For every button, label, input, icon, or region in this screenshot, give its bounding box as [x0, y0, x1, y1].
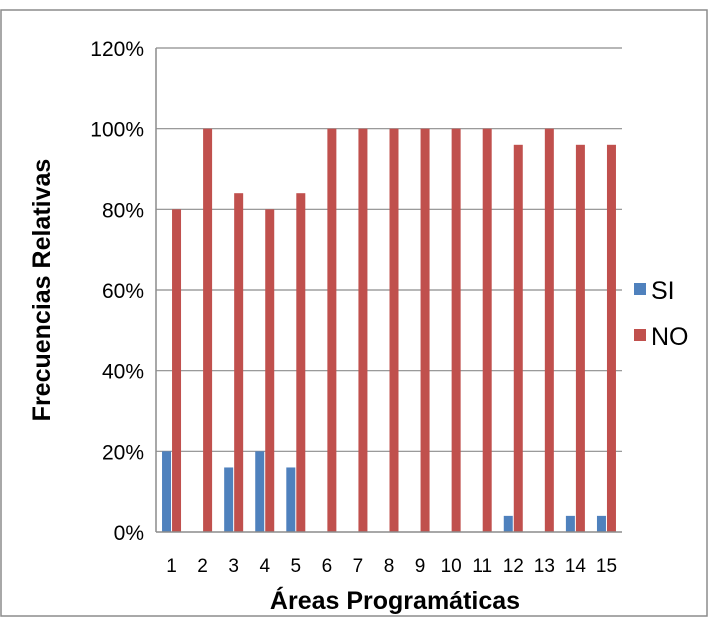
x-tick-label: 12: [503, 556, 524, 577]
x-tick-label: 13: [534, 556, 555, 577]
legend-swatch-no: [634, 329, 646, 341]
y-tick-label: 0%: [114, 522, 144, 545]
bar-si-12: [503, 515, 513, 532]
legend-label-si: SI: [651, 277, 675, 305]
bar-no-7: [358, 128, 368, 532]
y-tick-label: 80%: [102, 199, 144, 222]
bar-si-14: [565, 515, 575, 532]
y-axis-label: Frecuencias Relativas: [28, 159, 56, 422]
bar-no-3: [234, 193, 244, 532]
legend-swatch-si: [634, 283, 646, 295]
x-tick-label: 5: [291, 556, 302, 577]
bar-si-5: [286, 467, 296, 532]
bar-no-12: [513, 144, 523, 533]
bar-no-2: [203, 128, 213, 532]
gridlines: [156, 47, 622, 452]
bar-no-10: [451, 128, 461, 532]
x-tick-label: 6: [322, 556, 333, 577]
bar-no-6: [327, 128, 337, 532]
bar-si-15: [596, 515, 606, 532]
x-tick-label: 2: [197, 556, 208, 577]
x-tick-label: 15: [596, 556, 617, 577]
x-tick-label: 10: [441, 556, 462, 577]
x-tick-label: 8: [384, 556, 395, 577]
x-tick-label: 4: [259, 556, 270, 577]
bar-no-11: [482, 128, 492, 532]
bar-no-5: [296, 193, 306, 532]
x-tick-label: 7: [353, 556, 364, 577]
bar-no-1: [172, 209, 182, 533]
bar-si-3: [224, 467, 234, 532]
bar-no-13: [544, 128, 554, 532]
y-tick-label: 120%: [90, 38, 144, 61]
x-tick-label: 14: [565, 556, 587, 577]
x-tick-labels: 1 2 3 4 5 6 7 8 9 10 11 12 13 14 15: [166, 556, 617, 577]
bar-no-14: [575, 144, 585, 533]
y-tick-label: 20%: [102, 441, 144, 464]
x-tick-label: 3: [228, 556, 239, 577]
y-tick-label: 100%: [90, 119, 144, 142]
chart-border: [0, 9, 708, 617]
x-tick-label: 9: [415, 556, 426, 577]
x-tick-label: 1: [166, 556, 177, 577]
bar-si-1: [162, 451, 172, 532]
bar-si-4: [255, 451, 265, 532]
bar-no-8: [389, 128, 399, 532]
bar-no-9: [420, 128, 430, 532]
x-tick-label: 11: [472, 556, 492, 577]
legend: SI NO: [634, 277, 689, 351]
y-tick-label: 40%: [102, 361, 144, 384]
x-axis-label: Áreas Programáticas: [270, 586, 520, 615]
bar-no-4: [265, 209, 275, 533]
legend-label-no: NO: [651, 323, 689, 351]
bar-no-15: [606, 144, 616, 533]
y-tick-label: 60%: [102, 280, 144, 303]
y-tick-labels: 0% 20% 40% 60% 80% 100% 120%: [90, 38, 144, 545]
bars: [162, 128, 616, 533]
